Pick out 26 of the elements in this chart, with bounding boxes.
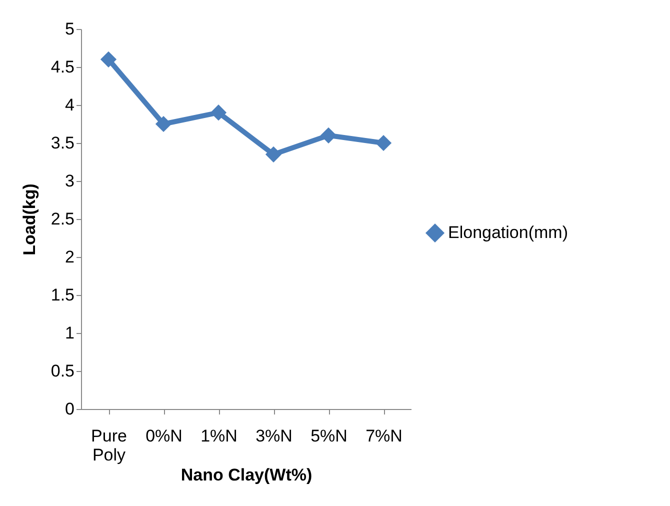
x-axis-title: Nano Clay(Wt%) — [180, 466, 312, 484]
y-tick-label: 4 — [65, 96, 74, 114]
legend-label: Elongation(mm) — [448, 223, 568, 242]
x-tick-label: Pure Poly — [91, 426, 127, 464]
point — [265, 146, 282, 162]
y-tick-label: 2 — [65, 248, 74, 266]
point — [210, 104, 227, 121]
x-tick-label: 7%N — [366, 426, 402, 446]
y-tick-label: 3 — [65, 172, 74, 190]
y-tick-label: 1.5 — [50, 286, 74, 304]
point — [375, 134, 392, 152]
y-tick-label: 1 — [65, 324, 74, 342]
point — [100, 51, 117, 68]
y-tick-label: 4.5 — [50, 58, 74, 76]
y-tick-label: 5 — [65, 20, 74, 38]
x-tick-label: 3%N — [256, 426, 292, 446]
y-tick-label: 0.5 — [50, 362, 74, 380]
x-tick-label: 5%N — [310, 426, 348, 446]
point — [155, 116, 172, 132]
y-axis-title: Load(kg) — [20, 184, 39, 256]
point — [320, 127, 337, 144]
y-tick-label: 3.5 — [50, 134, 74, 152]
x-tick-label: 0%N — [146, 426, 182, 446]
y-tick-label: 2.5 — [50, 210, 74, 228]
x-tick-label: 1%N — [200, 426, 238, 446]
y-tick-label: 0 — [65, 400, 74, 418]
